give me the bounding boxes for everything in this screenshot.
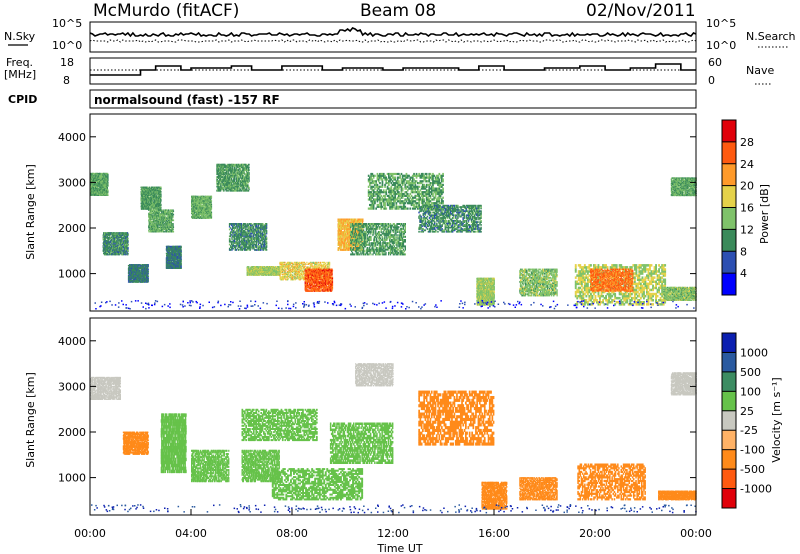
- noise-search-series: [90, 40, 696, 42]
- beam-title: Beam 08: [360, 1, 436, 21]
- heatmap-cell: [149, 231, 150, 233]
- heatmap-cell: [181, 249, 182, 251]
- heatmap-cell: [101, 173, 102, 175]
- heatmap-cell: [160, 193, 161, 195]
- nave-tick-bottom: 0: [708, 74, 715, 87]
- heatmap-cell: [148, 209, 149, 211]
- heatmap-cell: [148, 273, 149, 274]
- heatmap-cell: [128, 244, 129, 246]
- noise-right-tick-top: 10^5: [706, 17, 736, 30]
- noise-right-tick-bottom: 10^0: [706, 39, 736, 52]
- heatmap-cell: [128, 233, 129, 235]
- freq-unit-label: [MHz]: [4, 68, 36, 81]
- heatmap-cell: [173, 214, 174, 216]
- freq-tick-bottom: 8: [63, 74, 70, 87]
- heatmap-cell: [160, 199, 161, 201]
- heatmap-cell: [173, 220, 174, 222]
- noise-left-tick-top: 10^5: [52, 17, 82, 30]
- heatmap-cell: [148, 271, 149, 272]
- heatmap-cell: [181, 246, 182, 248]
- heatmap-cell: [107, 195, 108, 197]
- heatmap-cell: [107, 190, 108, 192]
- date-title: 02/Nov/2011: [586, 1, 696, 21]
- nave-tick-top: 60: [708, 56, 722, 69]
- station-title: McMurdo (fitACF): [93, 1, 239, 21]
- noise-panel-frame: [90, 22, 696, 52]
- noise-left-tick-bottom: 10^0: [52, 39, 82, 52]
- heatmap-cell: [173, 223, 174, 225]
- heatmap-cell: [128, 240, 129, 242]
- heatmap-cell: [148, 269, 149, 270]
- freq-panel-frame: [90, 58, 696, 84]
- heatmap-cell: [107, 182, 108, 184]
- freq-tick-top: 18: [60, 56, 74, 69]
- heatmap-cell: [173, 211, 174, 213]
- heatmap-cell: [128, 253, 129, 255]
- power-heatmap: [90, 164, 697, 310]
- heatmap-cell: [148, 264, 149, 265]
- noise-search-label: N.Search: [746, 30, 796, 43]
- heatmap-cell: [148, 278, 149, 279]
- heatmap-cell: [107, 174, 108, 176]
- heatmap-cell: [160, 207, 161, 209]
- cpid-text: normalsound (fast) -157 RF: [94, 93, 280, 107]
- heatmap-cell: [160, 187, 161, 189]
- heatmap-cell: [160, 204, 161, 206]
- heatmap-cell: [173, 231, 174, 233]
- heatmap-cell: [181, 254, 182, 256]
- heatmap-cell: [148, 276, 149, 277]
- heatmap-cell: [173, 227, 174, 229]
- heatmap-cell: [128, 247, 129, 249]
- heatmap-cell: [128, 238, 129, 240]
- heatmap-cell: [181, 263, 182, 265]
- cpid-label: CPID: [8, 93, 37, 106]
- noise-sky-label: N.Sky: [4, 30, 36, 43]
- heatmap-cell: [160, 191, 161, 193]
- noise-sky-series: [90, 28, 696, 36]
- heatmap-cell: [181, 258, 182, 260]
- heatmap-cell: [173, 216, 174, 218]
- nave-label: Nave: [746, 64, 774, 77]
- heatmap-cell: [163, 231, 164, 233]
